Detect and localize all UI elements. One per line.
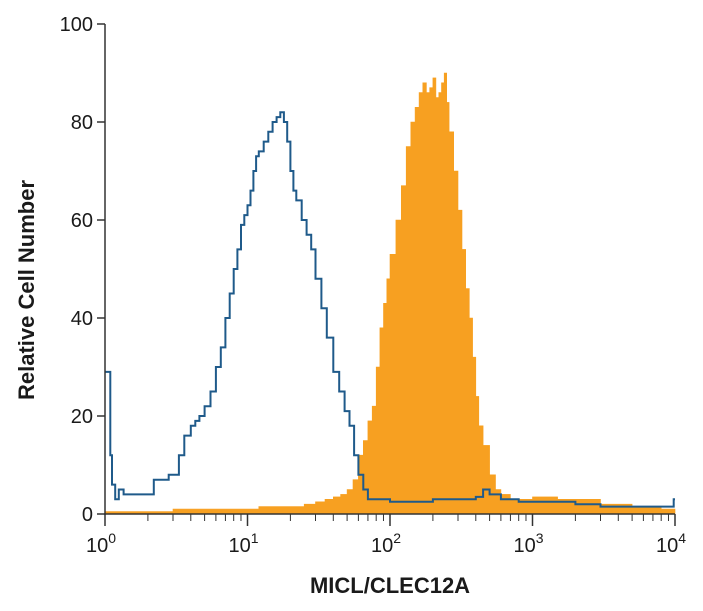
histogram-filled-series xyxy=(104,72,676,515)
x-tick-label: 103 xyxy=(513,530,543,557)
x-tick-label: 104 xyxy=(656,530,686,557)
y-tick-label: 20 xyxy=(71,406,93,428)
x-axis-title: MICL/CLEC12A xyxy=(310,573,470,598)
y-tick-label: 100 xyxy=(60,14,93,36)
y-tick-label: 0 xyxy=(82,504,93,526)
x-tick-label: 102 xyxy=(371,530,401,557)
x-tick-label: 100 xyxy=(86,530,116,557)
series-layer xyxy=(104,72,676,515)
histogram-outline-series xyxy=(105,111,675,508)
x-tick-label: 101 xyxy=(228,530,258,557)
y-tick-label: 40 xyxy=(71,308,93,330)
y-tick-label: 60 xyxy=(71,210,93,232)
y-tick-label: 80 xyxy=(71,112,93,134)
labels-layer: MICL/CLEC12A Relative Cell Number xyxy=(14,180,470,598)
y-axis-title: Relative Cell Number xyxy=(14,180,39,401)
axes-layer: 0 20 40 60 80 100 100 101 102 103 104 xyxy=(60,14,687,557)
